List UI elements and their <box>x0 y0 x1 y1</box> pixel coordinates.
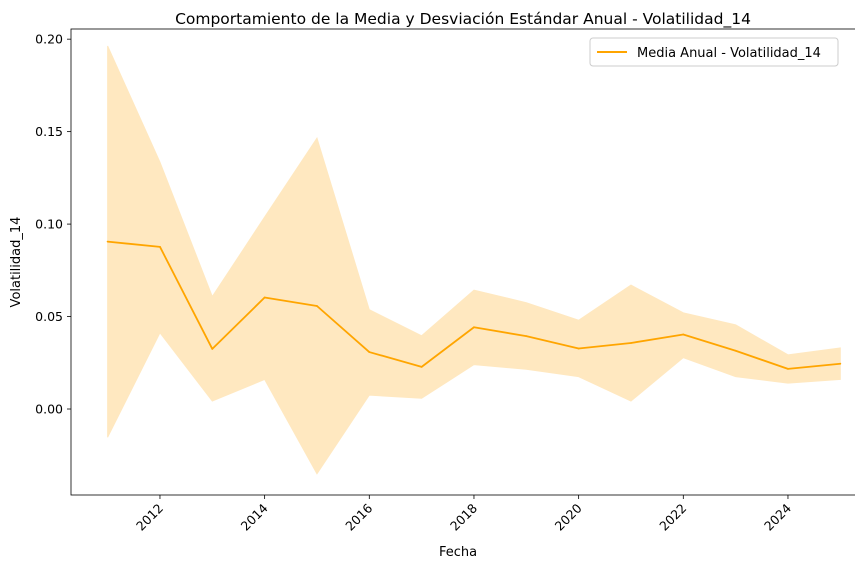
mean-point <box>368 351 371 353</box>
mean-point <box>473 326 475 329</box>
mean-point <box>106 240 109 243</box>
y-tick-label: 0.20 <box>35 32 63 47</box>
mean-point <box>787 367 789 370</box>
mean-point <box>577 347 580 350</box>
x-axis-label: Fecha <box>439 545 477 560</box>
y-tick-label: 0.05 <box>35 309 63 324</box>
mean-line-layer <box>106 240 842 370</box>
y-tick-label: 0.15 <box>35 124 63 139</box>
std-band-layer <box>107 45 841 475</box>
x-tick-label: 2014 <box>238 500 271 533</box>
mean-point <box>159 245 161 248</box>
std-band <box>107 45 841 475</box>
plot-frame <box>70 28 855 496</box>
x-tick-label: 2020 <box>552 500 585 533</box>
legend-label: Media Anual - Volatilidad_14 <box>637 46 821 61</box>
mean-point <box>263 296 266 299</box>
legend-box <box>589 37 839 67</box>
mean-point <box>316 305 318 307</box>
mean-point <box>420 365 423 368</box>
y-tick-label: 0.00 <box>35 402 63 417</box>
mean-point <box>525 335 528 338</box>
legend: Media Anual - Volatilidad_14 <box>589 37 839 67</box>
x-tick-label: 2012 <box>133 501 166 534</box>
x-tick-label: 2022 <box>656 501 689 534</box>
y-axis-label: Volatilidad_14 <box>9 217 24 308</box>
x-tick-label: 2016 <box>342 500 375 533</box>
mean-point <box>630 342 632 344</box>
mean-point <box>211 348 214 350</box>
y-tick-label: 0.10 <box>35 217 63 232</box>
x-tick-label: 2018 <box>447 500 480 533</box>
mean-point <box>839 362 842 365</box>
mean-point <box>734 349 737 352</box>
mean-point <box>682 333 685 336</box>
chart-title: Comportamiento de la Media y Desviación … <box>175 10 751 29</box>
x-tick-label: 2024 <box>761 500 794 533</box>
